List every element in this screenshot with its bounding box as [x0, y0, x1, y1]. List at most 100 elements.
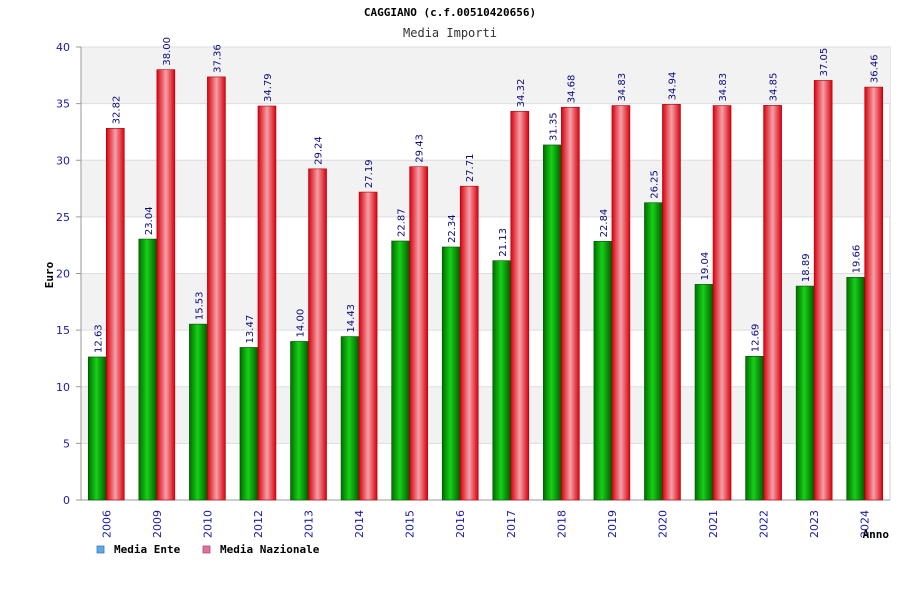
- y-tick-label: 20: [56, 268, 70, 281]
- y-tick-label: 25: [56, 211, 70, 224]
- data-label-media-ente-2013: 14.00: [296, 309, 307, 338]
- x-tick-label-2021: 2021: [707, 510, 720, 538]
- data-label-media-nazionale-2023: 37.05: [819, 48, 830, 77]
- x-tick-label-2023: 2023: [808, 510, 821, 538]
- x-tick-label-2019: 2019: [606, 510, 619, 538]
- bar-media-ente-2020: [644, 202, 663, 501]
- x-tick-label-2022: 2022: [758, 510, 771, 538]
- y-tick-label: 15: [56, 324, 70, 337]
- data-label-media-ente-2015: 22.87: [397, 208, 408, 237]
- bar-media-nazionale-2023: [813, 80, 833, 501]
- bar-media-ente-2022: [745, 355, 764, 501]
- legend-swatch-media-ente: [96, 545, 105, 554]
- bar-media-nazionale-2009: [156, 69, 176, 501]
- x-tick-label-2012: 2012: [252, 510, 265, 538]
- data-labels: 12.63 32.82 23.04 38.00 15.53 37.36 13.47 34.79…: [93, 37, 880, 353]
- data-label-media-ente-2010: 15.53: [194, 291, 205, 320]
- x-tick-label-2020: 2020: [656, 510, 669, 538]
- data-label-media-nazionale-2010: 37.36: [212, 44, 223, 73]
- x-tick-label-2018: 2018: [555, 510, 568, 538]
- data-label-media-ente-2014: 14.43: [346, 304, 357, 333]
- bar-media-nazionale-2013: [308, 168, 327, 501]
- x-tick-label-2016: 2016: [454, 510, 467, 538]
- x-tick-label-2017: 2017: [505, 510, 518, 538]
- bar-media-ente-2024: [846, 277, 866, 501]
- x-axis-label: Anno: [863, 528, 890, 541]
- legend-swatch-media-nazionale: [202, 545, 211, 554]
- data-label-media-ente-2021: 19.04: [700, 252, 711, 281]
- data-label-media-nazionale-2021: 34.83: [718, 73, 729, 102]
- legend: Media Ente Media Nazionale: [96, 543, 320, 556]
- data-label-media-ente-2019: 22.84: [599, 209, 610, 238]
- bar-media-nazionale-2015: [409, 166, 428, 501]
- bar-media-nazionale-2018: [561, 106, 580, 501]
- data-label-media-nazionale-2024: 36.46: [870, 54, 881, 83]
- y-tick-label: 10: [56, 381, 70, 394]
- data-label-media-ente-2006: 12.63: [93, 324, 104, 353]
- data-label-media-nazionale-2016: 27.71: [465, 154, 476, 183]
- data-label-media-ente-2018: 31.35: [548, 112, 559, 141]
- bar-media-ente-2021: [694, 284, 714, 501]
- y-axis-label: Euro: [43, 261, 56, 288]
- data-label-media-nazionale-2013: 29.24: [314, 136, 325, 165]
- data-label-media-nazionale-2022: 34.85: [769, 73, 780, 102]
- bar-media-ente-2018: [543, 144, 562, 501]
- bar-media-nazionale-2012: [257, 105, 277, 501]
- bar-media-ente-2015: [391, 240, 410, 501]
- bar-media-ente-2006: [87, 356, 107, 501]
- data-label-media-nazionale-2018: 34.68: [566, 75, 577, 104]
- data-label-media-nazionale-2012: 34.79: [263, 73, 274, 102]
- y-axis-ticks: 0 5 10 15 20 25 30 35 40: [56, 41, 70, 507]
- bar-media-nazionale-2024: [864, 86, 884, 501]
- chart-subtitle: Media Importi: [403, 26, 497, 40]
- data-label-media-ente-2017: 21.13: [498, 228, 509, 257]
- x-tick-label-2006: 2006: [100, 510, 113, 538]
- data-label-media-ente-2012: 13.47: [245, 315, 256, 344]
- data-label-media-ente-2022: 12.69: [751, 324, 762, 353]
- bar-media-ente-2016: [441, 246, 461, 501]
- y-tick-label: 40: [56, 41, 70, 54]
- x-tick-label-2015: 2015: [404, 510, 417, 538]
- bar-media-nazionale-2006: [105, 128, 125, 501]
- data-label-media-nazionale-2019: 34.83: [617, 73, 628, 102]
- bar-media-ente-2010: [189, 323, 208, 501]
- bar-media-ente-2017: [492, 260, 512, 501]
- bars: [87, 69, 884, 501]
- y-tick-label: 35: [56, 98, 70, 111]
- bar-media-nazionale-2022: [763, 105, 782, 501]
- bar-media-ente-2012: [239, 347, 259, 501]
- data-label-media-ente-2024: 19.66: [852, 245, 863, 274]
- chart-title: CAGGIANO (c.f.00510420656): [364, 6, 536, 19]
- data-label-media-nazionale-2009: 38.00: [162, 37, 173, 66]
- bar-media-ente-2023: [795, 285, 815, 501]
- data-label-media-nazionale-2014: 27.19: [364, 159, 375, 188]
- bar-media-nazionale-2017: [510, 111, 530, 501]
- bar-media-nazionale-2016: [459, 185, 479, 501]
- bar-media-ente-2009: [138, 238, 158, 501]
- x-tick-label-2010: 2010: [201, 510, 214, 538]
- bar-media-nazionale-2019: [611, 105, 631, 501]
- legend-label-media-ente: Media Ente: [114, 543, 181, 556]
- data-label-media-nazionale-2006: 32.82: [111, 96, 122, 125]
- bar-media-nazionale-2020: [662, 104, 681, 501]
- data-label-media-ente-2016: 22.34: [447, 214, 458, 243]
- y-tick-label: 30: [56, 154, 70, 167]
- bar-media-nazionale-2010: [207, 76, 226, 501]
- data-label-media-nazionale-2017: 34.32: [516, 79, 527, 108]
- data-label-media-nazionale-2020: 34.94: [667, 72, 678, 101]
- bar-media-nazionale-2014: [358, 191, 378, 501]
- data-label-media-ente-2023: 18.89: [801, 253, 812, 282]
- x-tick-label-2024: 2024: [859, 510, 872, 538]
- bar-media-nazionale-2021: [712, 105, 732, 501]
- legend-label-media-nazionale: Media Nazionale: [220, 543, 320, 556]
- x-tick-label-2014: 2014: [353, 510, 366, 538]
- bar-media-ente-2013: [290, 341, 309, 501]
- data-label-media-ente-2009: 23.04: [144, 206, 155, 235]
- x-tick-label-2013: 2013: [303, 510, 316, 538]
- x-tick-label-2009: 2009: [151, 510, 164, 538]
- data-label-media-nazionale-2015: 29.43: [415, 134, 426, 163]
- data-label-media-ente-2020: 26.25: [649, 170, 660, 199]
- bar-media-ente-2014: [340, 336, 360, 501]
- bar-media-ente-2019: [593, 241, 613, 501]
